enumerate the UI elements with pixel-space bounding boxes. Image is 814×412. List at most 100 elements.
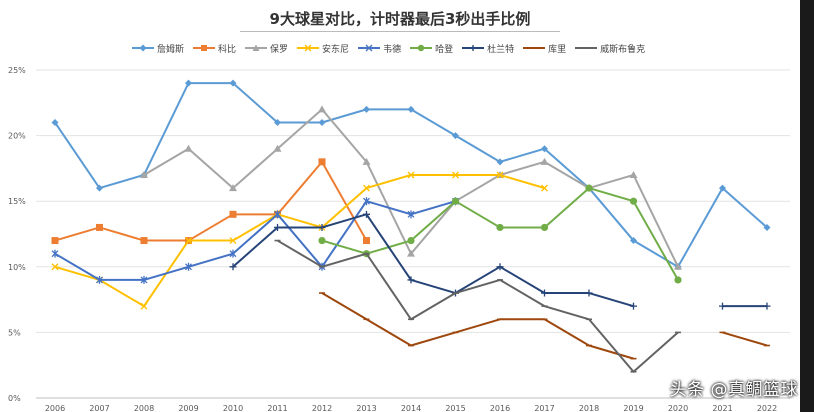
data-point <box>140 275 148 284</box>
legend: 詹姆斯 科比 保罗 安东尼 韦德 哈登 杜兰特 库里 威斯布鲁克 <box>132 40 654 56</box>
legend-label: 威斯布鲁克 <box>600 44 646 55</box>
y-tick-label: 5% <box>8 328 21 337</box>
data-point <box>452 132 459 140</box>
series-line <box>722 331 768 347</box>
data-point <box>229 249 237 258</box>
y-tick-label: 0% <box>8 394 21 403</box>
x-tick-label: 2017 <box>534 404 554 412</box>
data-point <box>452 171 459 179</box>
data-point <box>540 223 549 232</box>
x-tick-label: 2014 <box>401 404 421 412</box>
legend-item: 科比 <box>193 42 236 55</box>
data-point <box>51 118 59 126</box>
x-tick-label: 2021 <box>712 404 732 412</box>
data-point <box>585 184 593 192</box>
x-tick-label: 2018 <box>579 404 599 412</box>
legend-swatch-icon <box>575 47 598 49</box>
data-point <box>451 197 460 205</box>
legend-swatch-icon <box>193 45 216 51</box>
legend-label: 韦德 <box>383 44 402 55</box>
legend-label: 安东尼 <box>322 44 350 55</box>
data-point <box>274 118 281 126</box>
legend-label: 杜兰特 <box>487 44 515 55</box>
data-point <box>51 237 59 245</box>
x-tick-label: 2012 <box>312 404 332 412</box>
series-line <box>54 173 545 308</box>
data-point <box>96 184 103 192</box>
data-point <box>407 249 415 257</box>
x-tick-label: 2016 <box>490 404 510 412</box>
legend-item: 詹姆斯 <box>132 42 184 55</box>
data-point <box>407 171 415 179</box>
data-point <box>229 79 237 87</box>
data-point <box>407 276 415 284</box>
chart-title: 9大球星对比，计时器最后3秒出手比例 <box>269 10 531 28</box>
legend-swatch-icon <box>523 47 546 49</box>
data-point <box>629 170 638 178</box>
data-point <box>185 262 192 271</box>
data-point <box>318 158 326 166</box>
data-point <box>763 302 771 310</box>
legend-label: 哈登 <box>435 44 454 55</box>
legend-item: 韦德 <box>358 42 401 55</box>
legend-item: 哈登 <box>410 42 453 55</box>
data-point <box>540 157 549 165</box>
x-tick-label: 2009 <box>178 404 198 412</box>
legend-item: 库里 <box>523 42 566 55</box>
series-line <box>232 213 634 308</box>
data-point <box>630 302 637 310</box>
data-point <box>185 237 192 245</box>
data-point <box>719 184 726 192</box>
data-point <box>140 302 148 310</box>
right-edge-strip <box>800 0 814 412</box>
data-point <box>363 184 370 192</box>
data-point <box>96 275 103 284</box>
data-point <box>763 223 771 231</box>
legend-label: 保罗 <box>270 44 289 55</box>
data-point <box>629 197 638 205</box>
data-point <box>585 289 593 297</box>
data-point <box>363 237 370 245</box>
legend-swatch-icon <box>462 45 485 51</box>
data-point <box>496 263 504 271</box>
data-point <box>318 236 326 245</box>
data-point <box>185 79 192 87</box>
legend-label: 科比 <box>218 44 237 55</box>
x-tick-label: 2010 <box>223 404 243 412</box>
x-tick-label: 2007 <box>89 404 109 412</box>
data-point <box>51 249 59 258</box>
data-point <box>274 210 281 219</box>
data-point <box>273 144 282 152</box>
y-tick-label: 10% <box>8 263 26 272</box>
x-tick-label: 2022 <box>757 404 777 412</box>
legend-swatch-icon <box>132 44 154 52</box>
data-point <box>630 237 637 245</box>
x-tick-label: 2015 <box>445 404 465 412</box>
legend-swatch-icon <box>297 44 320 52</box>
legend-swatch-icon <box>358 44 381 52</box>
x-tick-label: 2008 <box>134 404 154 412</box>
data-point <box>229 237 237 245</box>
x-tick-label: 2006 <box>45 404 65 412</box>
data-point <box>229 263 237 271</box>
data-point <box>51 263 59 271</box>
title-underline <box>240 31 560 32</box>
legend-item: 威斯布鲁克 <box>575 42 645 55</box>
data-point <box>274 223 281 231</box>
data-point <box>362 157 371 165</box>
data-point <box>318 105 326 113</box>
data-point <box>674 276 682 284</box>
data-point <box>363 210 370 218</box>
legend-item: 杜兰特 <box>462 42 514 55</box>
data-point <box>184 144 193 152</box>
x-tick-label: 2020 <box>668 404 688 412</box>
series-line <box>276 239 679 373</box>
series-line <box>54 200 456 281</box>
data-point <box>496 223 504 232</box>
data-point <box>229 210 237 218</box>
data-point <box>496 158 504 166</box>
x-tick-label: 2011 <box>267 404 287 412</box>
x-tick-label: 2013 <box>356 404 376 412</box>
data-point <box>140 170 148 178</box>
